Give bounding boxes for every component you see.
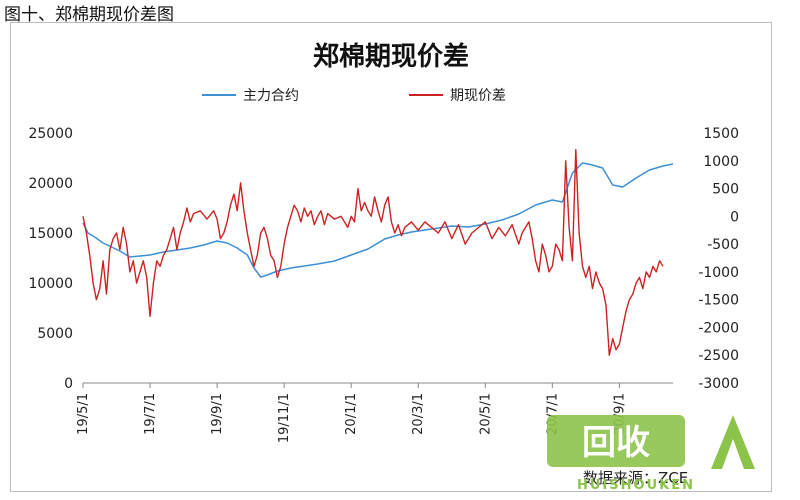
chart-frame: 郑棉期现价差 主力合约 期现价差 0 5000 10000 15000 20000 250… bbox=[10, 22, 772, 492]
watermark-arrow-icon bbox=[711, 415, 755, 469]
y-left-tick-label: 10000 bbox=[28, 276, 73, 292]
chart-canvas: 郑棉期现价差 主力合约 期现价差 05000100001500020000250… bbox=[28, 41, 755, 491]
chart-title: 郑棉期现价差 bbox=[313, 41, 469, 72]
figure-caption: 图十、郑棉期现价差图 bbox=[4, 5, 174, 25]
legend-label-main: 主力合约 bbox=[243, 88, 299, 104]
watermark-logo: 回收 HUISHOUKEN bbox=[547, 415, 755, 491]
x-tick-label: 20/1/1 bbox=[344, 393, 359, 435]
y-right-tick-label: -1500 bbox=[698, 293, 739, 309]
watermark-badge bbox=[547, 415, 685, 467]
y-right-tick-label: -500 bbox=[707, 237, 739, 253]
y-left-tick-label: 0 bbox=[64, 376, 73, 392]
series-layer bbox=[82, 148, 674, 356]
x-tick-label: 19/7/1 bbox=[143, 393, 158, 435]
y-left-tick-label: 20000 bbox=[28, 176, 73, 192]
x-tick-label: 20/5/1 bbox=[478, 393, 493, 435]
x-tick-label: 19/9/1 bbox=[210, 393, 225, 435]
x-tick-label: 20/3/1 bbox=[411, 393, 426, 435]
axes: 0500010000150002000025000-3000-2500-2000… bbox=[28, 126, 739, 443]
y-left-tick-label: 25000 bbox=[28, 126, 73, 142]
watermark-sub-text: HUISHOUKEN bbox=[577, 478, 695, 491]
legend: 主力合约 期现价差 bbox=[202, 88, 506, 104]
source-label: 数据来源：ZCE bbox=[583, 469, 688, 487]
y-right-tick-label: 1500 bbox=[703, 126, 739, 142]
y-right-tick-label: 0 bbox=[730, 209, 739, 225]
series-line-basis bbox=[82, 148, 664, 356]
watermark-main-text: 回收 bbox=[582, 423, 650, 463]
y-left-tick-label: 15000 bbox=[28, 226, 73, 242]
y-right-tick-label: -3000 bbox=[698, 376, 739, 392]
y-right-tick-label: 1000 bbox=[703, 154, 739, 170]
legend-label-basis: 期现价差 bbox=[450, 88, 506, 104]
y-right-tick-label: -1000 bbox=[698, 265, 739, 281]
y-right-tick-label: 500 bbox=[712, 182, 739, 198]
y-left-tick-label: 5000 bbox=[37, 326, 73, 342]
y-right-tick-label: -2500 bbox=[698, 348, 739, 364]
series-line-main-contract bbox=[82, 162, 674, 278]
y-right-tick-label: -2000 bbox=[698, 320, 739, 336]
x-tick-label: 19/5/1 bbox=[76, 393, 91, 435]
x-tick-label: 19/11/1 bbox=[277, 393, 292, 443]
